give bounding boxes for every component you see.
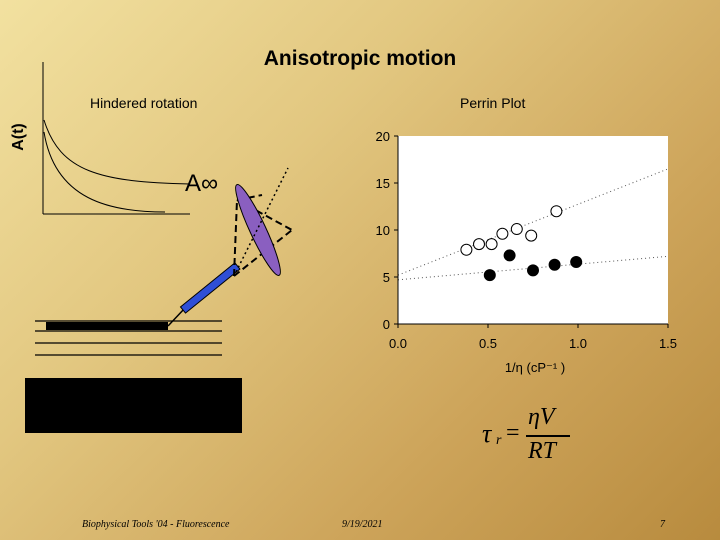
x-axis-label: 1/η (cP⁻¹ ) (505, 360, 565, 375)
rotation-axis-dotted (235, 167, 289, 273)
x-tick-label: 1.0 (569, 336, 587, 351)
y-tick-label: 15 (376, 176, 390, 191)
filled-data-point (570, 255, 583, 268)
perrin-plot-label: Perrin Plot (460, 95, 526, 111)
y-tick-label: 0 (383, 317, 390, 332)
x-tick-label: 0.0 (389, 336, 407, 351)
a-infinity-label: A∞ (185, 170, 219, 197)
filled-data-point (548, 258, 561, 271)
filled-data-point (527, 264, 539, 277)
open-data-point (460, 243, 473, 256)
open-data-point (473, 238, 485, 251)
x-tick-label: 1.5 (659, 336, 677, 351)
footer-course-title: Biophysical Tools '04 - Fluorescence (82, 519, 230, 530)
formula-denominator: RT (528, 438, 557, 464)
y-tick-label: 5 (383, 270, 390, 285)
hindered-rotation-label: Hindered rotation (90, 95, 198, 111)
formula-equals: = (506, 420, 520, 446)
formula-numerator: ηV (528, 404, 555, 430)
open-data-point (525, 229, 538, 242)
redacted-block (25, 378, 242, 433)
filled-data-point (503, 249, 516, 262)
linker-line (167, 307, 186, 327)
membrane-anchor (46, 322, 168, 330)
open-data-point (550, 205, 563, 218)
open-data-point (496, 227, 509, 240)
open-data-point (510, 223, 523, 236)
trendline-series-1 (397, 168, 669, 276)
fluorophore-ellipse (235, 184, 281, 276)
formula-tau: τ (482, 419, 492, 448)
formula-subscript: r (496, 433, 502, 448)
footer-date: 9/19/2021 (342, 519, 383, 530)
membrane-lines (35, 320, 222, 356)
y-tick-label: 10 (376, 223, 390, 238)
formula-fraction-bar (526, 435, 570, 437)
slide-title: Anisotropic motion (263, 47, 457, 70)
x-tick-label: 0.5 (479, 336, 497, 351)
filled-data-point (483, 269, 496, 282)
linker-rod (179, 262, 241, 314)
decay-curve-free (43, 131, 166, 213)
open-data-point (485, 238, 498, 251)
y-tick-label: 20 (376, 129, 390, 144)
footer-page-number: 7 (660, 519, 665, 530)
decay-axes (42, 62, 190, 215)
decay-curve-hindered (43, 119, 191, 185)
